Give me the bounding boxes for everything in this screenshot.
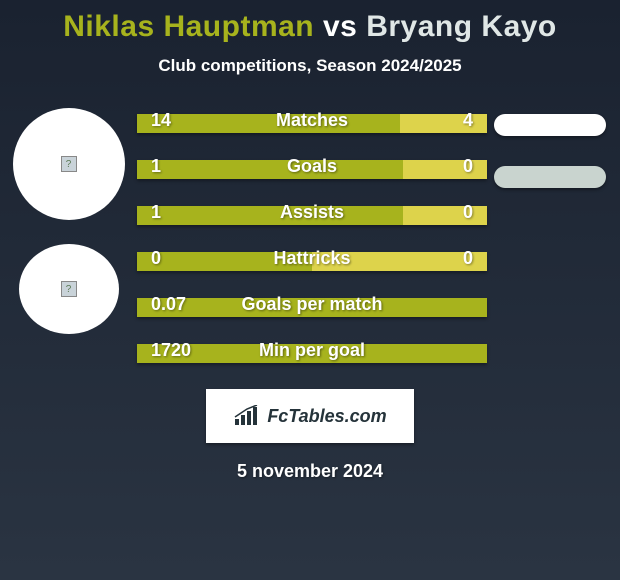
brand-text: FcTables.com — [267, 406, 386, 427]
stat-bar-left — [137, 206, 403, 225]
brand-badge: FcTables.com — [206, 389, 414, 443]
stat-bar-right — [470, 298, 488, 317]
stat-value-right: 0 — [463, 202, 473, 223]
stat-label: Goals per match — [241, 294, 382, 315]
stat-value-left: 1720 — [151, 340, 191, 361]
title-vs: vs — [323, 10, 357, 43]
stat-bar-left — [137, 160, 403, 179]
stat-value-left: 1 — [151, 202, 161, 223]
stat-value-right: 0 — [463, 248, 473, 269]
stat-bar-right — [403, 160, 487, 179]
stat-value-left: 0.07 — [151, 294, 186, 315]
image-placeholder-icon: ? — [61, 156, 77, 172]
stat-row: 14Matches4 — [137, 114, 487, 133]
team2-pill — [494, 166, 606, 188]
stat-row: 1720Min per goal — [137, 344, 487, 363]
title-player2: Bryang Kayo — [366, 10, 557, 43]
stat-label: Hattricks — [273, 248, 350, 269]
left-avatars-column: ? ? — [6, 108, 131, 334]
stat-bar-right — [400, 114, 488, 133]
stat-bar-right — [403, 206, 487, 225]
stat-value-left: 0 — [151, 248, 161, 269]
stat-row: 1Assists0 — [137, 206, 487, 225]
comparison-card: Niklas Hauptman vs Bryang Kayo Club comp… — [0, 0, 620, 580]
player1-avatar: ? — [13, 108, 125, 220]
title: Niklas Hauptman vs Bryang Kayo — [0, 10, 620, 44]
stat-bar-right — [470, 344, 488, 363]
stat-row: 0Hattricks0 — [137, 252, 487, 271]
footer: FcTables.com 5 november 2024 — [0, 389, 620, 482]
stat-label: Min per goal — [259, 340, 365, 361]
image-placeholder-icon: ? — [61, 281, 77, 297]
stat-value-right: 0 — [463, 156, 473, 177]
stat-label: Assists — [280, 202, 344, 223]
stat-value-left: 1 — [151, 156, 161, 177]
player2-pill — [494, 114, 606, 136]
stat-bar-left — [137, 114, 400, 133]
stat-row: 1Goals0 — [137, 160, 487, 179]
team1-avatar: ? — [19, 244, 119, 334]
main-row: ? ? 14Matches41Goals01Assists00Hattricks… — [0, 108, 620, 363]
brand-chart-icon — [233, 405, 261, 427]
title-player1: Niklas Hauptman — [63, 10, 314, 43]
stat-bars: 14Matches41Goals01Assists00Hattricks00.0… — [131, 108, 486, 363]
stat-label: Goals — [287, 156, 337, 177]
date-text: 5 november 2024 — [237, 461, 383, 482]
subtitle: Club competitions, Season 2024/2025 — [0, 56, 620, 76]
stat-value-left: 14 — [151, 110, 171, 131]
stat-label: Matches — [276, 110, 348, 131]
stat-row: 0.07Goals per match — [137, 298, 487, 317]
stat-value-right: 4 — [463, 110, 473, 131]
right-pills-column — [486, 108, 614, 188]
